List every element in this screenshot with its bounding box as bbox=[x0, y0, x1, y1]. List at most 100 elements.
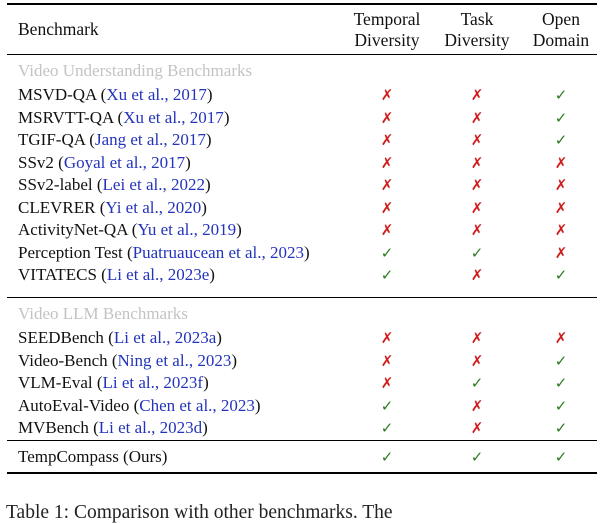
check-icon: ✓ bbox=[380, 243, 394, 262]
benchmark-label: Video-Bench ( bbox=[18, 350, 118, 370]
table-row: CLEVRER (Yi et al., 2020) ✗ ✗ ✗ bbox=[0, 197, 604, 220]
benchmark-label-suffix: ) bbox=[202, 418, 208, 438]
benchmark-name: TempCompass (Ours) bbox=[18, 447, 168, 467]
check-icon: ✓ bbox=[554, 447, 568, 466]
table-top-rule bbox=[7, 3, 597, 5]
cross-icon: ✗ bbox=[380, 221, 394, 240]
citation-link[interactable]: Chen et al., 2023 bbox=[139, 395, 255, 415]
table-row: SEEDBench (Li et al., 2023a) ✗ ✗ ✗ bbox=[0, 327, 604, 350]
benchmark-label: CLEVRER ( bbox=[18, 197, 106, 217]
citation-link[interactable]: Yi et al., 2020 bbox=[105, 197, 202, 217]
citation-link[interactable]: Li et al., 2023d bbox=[98, 418, 203, 438]
cross-icon: ✗ bbox=[470, 198, 484, 217]
section-separator-rule bbox=[7, 296, 597, 299]
benchmark-label: Perception Test ( bbox=[18, 242, 133, 262]
benchmark-label: MSVD-QA ( bbox=[18, 85, 107, 105]
table-row: SSv2 (Goyal et al., 2017) ✗ ✗ ✗ bbox=[0, 152, 604, 175]
benchmark-name: Video-Bench (Ning et al., 2023) bbox=[18, 350, 342, 373]
check-icon: ✓ bbox=[554, 266, 568, 285]
citation-link[interactable]: Puatruaucean et al., 2023 bbox=[132, 242, 304, 262]
cross-icon: ✗ bbox=[470, 108, 484, 127]
cross-icon: ✗ bbox=[380, 198, 394, 217]
citation-link[interactable]: Li et al., 2023a bbox=[113, 328, 217, 348]
citation-link[interactable]: Li et al., 2023f bbox=[102, 373, 204, 393]
benchmark-label-suffix: ) bbox=[223, 107, 230, 127]
cross-icon: ✗ bbox=[470, 153, 484, 172]
benchmark-label: SEEDBench ( bbox=[18, 328, 114, 348]
cross-icon: ✗ bbox=[470, 86, 484, 105]
table-bottom-rule bbox=[7, 472, 597, 475]
benchmark-label: VLM-Eval ( bbox=[18, 373, 103, 393]
table-row: TGIF-QA (Jang et al., 2017) ✗ ✗ ✓ bbox=[0, 129, 604, 152]
check-icon: ✓ bbox=[554, 396, 568, 415]
cross-icon: ✗ bbox=[380, 176, 394, 195]
table-caption: Table 1: Comparison with other benchmark… bbox=[6, 502, 393, 523]
benchmark-label: SSv2 ( bbox=[18, 152, 64, 172]
cross-icon: ✗ bbox=[380, 108, 394, 127]
benchmark-label: AutoEval-Video ( bbox=[18, 395, 140, 415]
benchmark-name: SSv2 (Goyal et al., 2017) bbox=[18, 152, 342, 175]
check-icon: ✓ bbox=[554, 131, 568, 150]
cross-icon: ✗ bbox=[554, 243, 568, 262]
benchmark-name: MSRVTT-QA (Xu et al., 2017) bbox=[18, 107, 342, 130]
benchmark-label: MVBench ( bbox=[18, 418, 99, 438]
benchmark-label: VITATECS ( bbox=[18, 265, 107, 285]
citation-link[interactable]: Ning et al., 2023 bbox=[117, 350, 232, 370]
cross-icon: ✗ bbox=[470, 419, 484, 438]
check-icon: ✓ bbox=[554, 86, 568, 105]
check-icon: ✓ bbox=[380, 447, 394, 466]
cross-icon: ✗ bbox=[470, 329, 484, 348]
section-video-understanding-benchmarks: Video Understanding Benchmarks MSVD-QA (X… bbox=[0, 55, 604, 287]
table-row: VITATECS (Li et al., 2023e) ✓ ✗ ✓ bbox=[0, 264, 604, 287]
column-header-temporal-diversity: Temporal Diversity bbox=[353, 8, 421, 50]
citation-link[interactable]: Jang et al., 2017 bbox=[94, 130, 206, 150]
table-header: Benchmark Temporal Diversity Task Divers… bbox=[0, 5, 604, 54]
cross-icon: ✗ bbox=[554, 153, 568, 172]
benchmark-label-suffix: ) bbox=[231, 350, 237, 370]
benchmark-name: AutoEval-Video (Chen et al., 2023) bbox=[18, 395, 342, 418]
check-icon: ✓ bbox=[554, 108, 568, 127]
table-row-tempcompass: TempCompass (Ours) ✓ ✓ ✓ bbox=[0, 441, 604, 472]
benchmark-name: CLEVRER (Yi et al., 2020) bbox=[18, 197, 342, 220]
cross-icon: ✗ bbox=[554, 198, 568, 217]
benchmark-name: VLM-Eval (Li et al., 2023f) bbox=[18, 372, 342, 395]
benchmark-name: MVBench (Li et al., 2023d) bbox=[18, 417, 342, 440]
benchmark-name: ActivityNet-QA (Yu et al., 2019) bbox=[18, 219, 342, 242]
citation-link[interactable]: Yu et al., 2019 bbox=[137, 220, 237, 240]
citation-link[interactable]: Lei et al., 2022 bbox=[102, 175, 205, 195]
benchmark-label-suffix: ) bbox=[203, 373, 209, 393]
cross-icon: ✗ bbox=[554, 329, 568, 348]
check-icon: ✓ bbox=[554, 351, 568, 370]
citation-link[interactable]: Xu et al., 2017 bbox=[106, 85, 207, 105]
benchmark-label-suffix: ) bbox=[236, 220, 242, 240]
header-separator-rule bbox=[7, 54, 597, 56]
table-row: SSv2-label (Lei et al., 2022) ✗ ✗ ✗ bbox=[0, 174, 604, 197]
table-row: ActivityNet-QA (Yu et al., 2019) ✗ ✗ ✗ bbox=[0, 219, 604, 242]
citation-link[interactable]: Goyal et al., 2017 bbox=[63, 152, 186, 172]
check-icon: ✓ bbox=[554, 419, 568, 438]
check-icon: ✓ bbox=[380, 419, 394, 438]
benchmark-name: TGIF-QA (Jang et al., 2017) bbox=[18, 129, 342, 152]
cross-icon: ✗ bbox=[380, 329, 394, 348]
benchmark-name: Perception Test (Puatruaucean et al., 20… bbox=[18, 242, 342, 265]
citation-link[interactable]: Xu et al., 2017 bbox=[123, 107, 224, 127]
pre-final-rule bbox=[7, 439, 597, 442]
benchmark-label-suffix: ) bbox=[304, 242, 310, 262]
cross-icon: ✗ bbox=[554, 221, 568, 240]
check-icon: ✓ bbox=[470, 447, 484, 466]
column-header-open-domain: Open Domain bbox=[532, 8, 590, 50]
table-row: VLM-Eval (Li et al., 2023f) ✗ ✓ ✓ bbox=[0, 372, 604, 395]
check-icon: ✓ bbox=[470, 374, 484, 393]
cross-icon: ✗ bbox=[380, 153, 394, 172]
benchmark-name: VITATECS (Li et al., 2023e) bbox=[18, 264, 342, 287]
citation-link[interactable]: Li et al., 2023e bbox=[106, 265, 210, 285]
cross-icon: ✗ bbox=[470, 221, 484, 240]
cross-icon: ✗ bbox=[380, 351, 394, 370]
cross-icon: ✗ bbox=[470, 131, 484, 150]
table-row: MSRVTT-QA (Xu et al., 2017) ✗ ✗ ✓ bbox=[0, 107, 604, 130]
cross-icon: ✗ bbox=[470, 351, 484, 370]
benchmark-label-suffix: ) bbox=[254, 395, 261, 415]
column-header-benchmark: Benchmark bbox=[18, 19, 99, 39]
benchmark-label: MSRVTT-QA ( bbox=[18, 107, 124, 127]
table-row: Video-Bench (Ning et al., 2023) ✗ ✗ ✓ bbox=[0, 350, 604, 373]
